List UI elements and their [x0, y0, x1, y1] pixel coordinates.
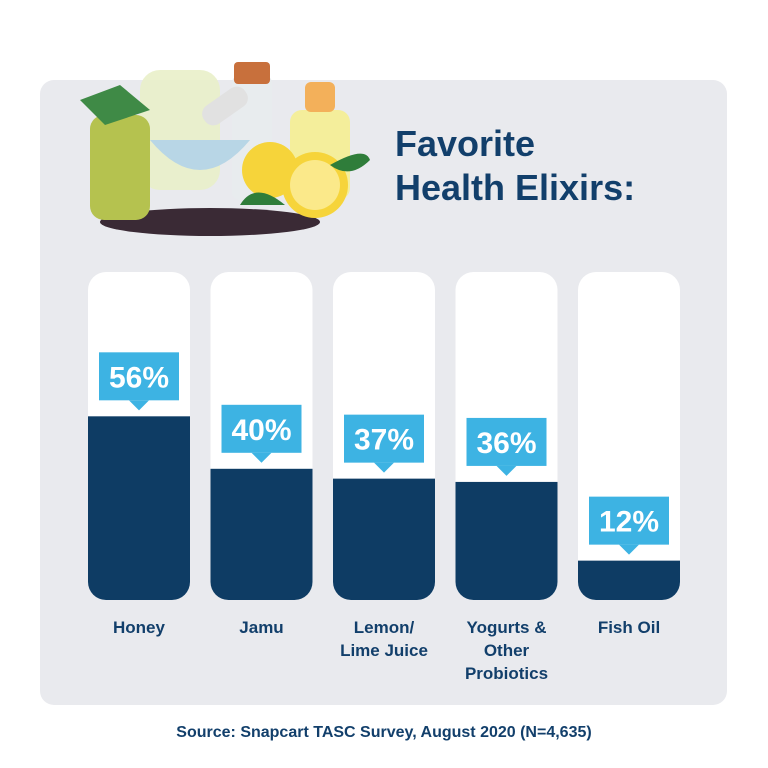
- label-pointer: [619, 544, 639, 555]
- illustration: [80, 62, 370, 236]
- value-label: 12%: [599, 506, 659, 539]
- bar: [333, 478, 435, 600]
- bar: [578, 560, 680, 600]
- category-label: Honey: [113, 618, 165, 637]
- value-label: 56%: [109, 361, 169, 394]
- label-pointer: [129, 400, 149, 411]
- value-label: 40%: [231, 414, 291, 447]
- label-box: [221, 404, 302, 453]
- label-pointer: [496, 465, 517, 476]
- label-box: [466, 417, 547, 466]
- label-box: [589, 496, 669, 545]
- label-pointer: [374, 462, 394, 473]
- label-box: [99, 352, 179, 401]
- bar: [455, 481, 558, 600]
- bar: [88, 416, 190, 600]
- value-label: 36%: [476, 427, 536, 460]
- bar: [210, 468, 313, 600]
- chart-title: Favorite Health Elixirs:: [395, 123, 636, 208]
- category-label: Yogurts & Other Probiotics: [464, 618, 549, 683]
- category-label: Lemon/ Lime Juice: [340, 618, 428, 660]
- label-pointer: [251, 452, 272, 463]
- value-label: 37%: [354, 424, 414, 457]
- label-box: [344, 414, 424, 463]
- category-label: Jamu: [239, 618, 284, 637]
- source-note: Source: Snapcart TASC Survey, August 202…: [176, 724, 592, 741]
- category-label: Fish Oil: [597, 618, 661, 637]
